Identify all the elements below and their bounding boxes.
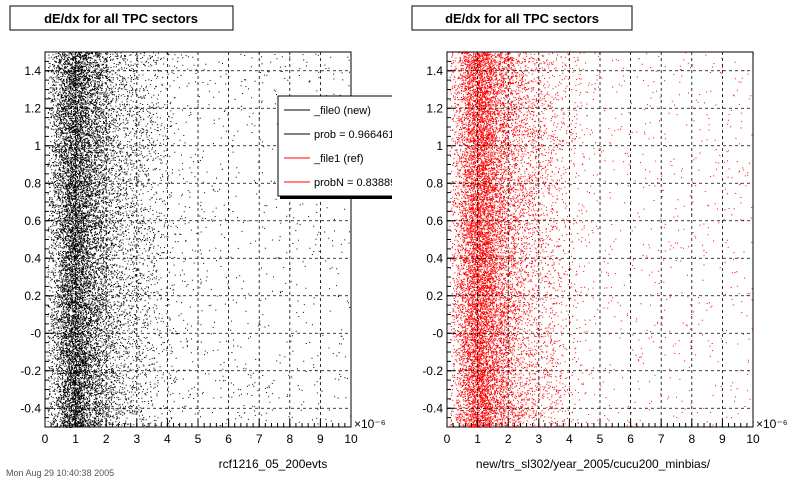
y-tick-label: -0 xyxy=(30,326,41,340)
y-tick-label: 0.8 xyxy=(24,176,41,190)
y-tick-label: 1.2 xyxy=(426,101,443,115)
x-tick-label: 3 xyxy=(535,432,542,446)
x-tick-label: 4 xyxy=(164,432,171,446)
y-tick-label: 0.2 xyxy=(24,289,41,303)
x-tick-label: 5 xyxy=(597,432,604,446)
x-tick-label: 9 xyxy=(317,432,324,446)
legend-entry: _file1 (ref) xyxy=(313,153,364,165)
y-tick-label: -0 xyxy=(432,326,443,340)
x-tick-label: 1 xyxy=(72,432,79,446)
x-tick-label: 1 xyxy=(474,432,481,446)
legend-box: _file0 (new) prob = 0.966461 _file1 (ref) p… xyxy=(277,95,402,199)
y-tick-label: 0.4 xyxy=(24,251,41,265)
y-tick-label: 1.4 xyxy=(24,64,41,78)
legend-entry: prob = 0.966461 xyxy=(314,129,394,141)
y-tick-label: 0.6 xyxy=(426,214,443,228)
y-tick-label: 0.6 xyxy=(24,214,41,228)
x-tick-label: 0 xyxy=(42,432,49,446)
x-tick-label: 7 xyxy=(256,432,263,446)
y-tick-label: -0.2 xyxy=(422,364,443,378)
x-tick-label: 8 xyxy=(688,432,695,446)
x-tick-label: 4 xyxy=(566,432,573,446)
y-tick-label: 0.2 xyxy=(426,289,443,303)
x-tick-label: 9 xyxy=(719,432,726,446)
left-x-multiplier: ×10⁻⁶ xyxy=(354,417,386,431)
left-panel: 0 1 2 3 4 5 6 7 8 9 10 -0.4 -0.2 -0 0.2 0.4 0.6 0.8 1 1.2 1.… xyxy=(9,5,386,471)
y-tick-label: 0.8 xyxy=(426,176,443,190)
y-tick-label: 1 xyxy=(436,139,443,153)
x-tick-label: 6 xyxy=(627,432,634,446)
x-tick-label: 7 xyxy=(658,432,665,446)
y-tick-label: 1.4 xyxy=(426,64,443,78)
left-axes: 0 1 2 3 4 5 6 7 8 9 10 -0.4 -0.2 -0 0.2 0.4 0.6 0.8 1 1.2 1.… xyxy=(20,51,358,446)
footer-timestamp: Mon Aug 29 10:40:38 2005 xyxy=(6,468,114,478)
y-tick-label: 0.4 xyxy=(426,251,443,265)
y-tick-label: -0.2 xyxy=(20,364,41,378)
right-x-axis-label: new/trs_sl302/year_2005/cucu200_minbias/ xyxy=(476,457,711,471)
y-tick-label: -0.4 xyxy=(20,401,41,415)
x-tick-label: 8 xyxy=(286,432,293,446)
left-title-box xyxy=(9,5,234,31)
legend-entry: probN = 0.838899 xyxy=(314,177,402,189)
left-x-axis-label: rcf1216_05_200evts xyxy=(219,457,328,471)
x-tick-label: 3 xyxy=(133,432,140,446)
x-tick-label: 10 xyxy=(344,432,358,446)
x-tick-label: 0 xyxy=(444,432,451,446)
x-tick-label: 2 xyxy=(505,432,512,446)
right-panel: 0 1 2 3 4 5 6 7 8 9 10 -0.4 -0.2 -0 0.2 0.4 0.6 0.8 1 1.2 1.… xyxy=(411,5,788,471)
left-chart-title: dE/dx for all TPC sectors xyxy=(44,11,198,26)
right-x-multiplier: ×10⁻⁶ xyxy=(756,417,788,431)
y-tick-label: 1 xyxy=(34,139,41,153)
x-tick-label: 10 xyxy=(746,432,760,446)
x-tick-label: 2 xyxy=(103,432,110,446)
x-tick-label: 6 xyxy=(225,432,232,446)
right-chart-title: dE/dx for all TPC sectors xyxy=(445,11,599,26)
y-tick-label: 1.2 xyxy=(24,101,41,115)
right-title-box xyxy=(411,5,633,31)
x-tick-label: 5 xyxy=(195,432,202,446)
right-grid xyxy=(447,52,753,427)
y-tick-label: -0.4 xyxy=(422,401,443,415)
legend-entry: _file0 (new) xyxy=(313,105,371,117)
right-axes: 0 1 2 3 4 5 6 7 8 9 10 -0.4 -0.2 -0 0.2 0.4 0.6 0.8 1 1.2 1.… xyxy=(422,51,760,446)
